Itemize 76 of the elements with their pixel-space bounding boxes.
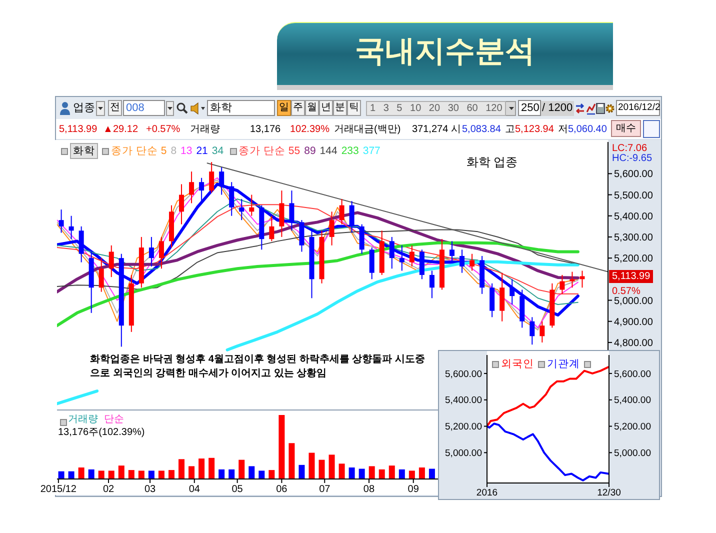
x-tick-label: 05	[232, 484, 244, 496]
text: 371,274	[412, 123, 448, 137]
annotation: 단순	[104, 414, 124, 426]
text: 250	[518, 100, 541, 116]
y-tick-label: 5,300.00	[614, 232, 654, 244]
text: 화학	[207, 100, 275, 116]
text: 종가 단순 5	[111, 144, 167, 158]
text: 주	[291, 100, 305, 116]
text: 외국인	[501, 357, 534, 371]
text: 5,113.99	[609, 270, 654, 283]
text: 21	[196, 145, 208, 157]
text: 전	[108, 100, 122, 116]
text: ▲	[103, 123, 113, 137]
text: 매수	[611, 120, 641, 137]
text: 102.39%	[290, 123, 330, 137]
y-tick-label: 5,000.00	[445, 448, 482, 460]
x-tick-label: 06	[276, 484, 288, 496]
text: LC:7.06	[612, 142, 648, 154]
text: 144	[320, 145, 338, 157]
legend-title: 화학	[70, 143, 98, 159]
text: 거래대금(백만)	[334, 123, 401, 137]
y-tick-label: 5,600.00	[614, 169, 654, 180]
text: 2016/12/2	[616, 100, 660, 116]
y-tick-label: 4,900.00	[614, 316, 654, 328]
text: / 1200	[541, 101, 574, 116]
text: 년	[319, 100, 333, 116]
text: 233	[341, 145, 359, 157]
text: HC:-9.65	[612, 152, 652, 166]
text: 8	[170, 145, 177, 157]
annotation: 13,176주(102.39%)	[58, 427, 145, 439]
text: 국내지수분석	[355, 34, 535, 70]
text: 0.57%	[612, 285, 640, 297]
x-tick-label: 2016	[476, 488, 498, 499]
y-tick-label: 5,200.00	[614, 254, 654, 265]
text: 화학 업종	[466, 154, 518, 171]
x-tick-label: 12/30	[597, 488, 621, 499]
y-tick-label: 5,200.00	[445, 422, 482, 433]
x-tick-label: 07	[319, 484, 331, 496]
text: +0.57%	[146, 123, 180, 137]
text: 29.12	[113, 123, 138, 137]
y-tick-label: 5,600.00	[445, 368, 482, 380]
x-tick-label: 02	[102, 484, 115, 496]
text: 업종	[73, 101, 95, 116]
text: 89	[304, 145, 316, 157]
text: 5,060.40	[568, 123, 607, 137]
y-tick-label: 4,800.00	[614, 338, 654, 350]
text: 고	[505, 123, 515, 137]
text: 13	[180, 145, 192, 157]
y-tick-label: 5,000.00	[614, 296, 654, 307]
text: 일	[277, 100, 291, 116]
x-tick-label: 03	[144, 484, 156, 496]
text: 시	[451, 123, 461, 137]
text: 저	[558, 123, 568, 137]
text: 거래량	[190, 123, 220, 137]
y-tick-label: 5,400.00	[445, 395, 482, 406]
text: 13,176	[250, 123, 281, 137]
text: 분	[333, 100, 347, 116]
text: 008	[123, 100, 165, 116]
text: 1 3 5 10 20 30 60 120	[366, 101, 506, 116]
x-tick-label: 09	[408, 484, 420, 496]
text: 월	[305, 100, 319, 116]
x-tick-label: 2015/12	[40, 484, 77, 496]
text: 5,113.99	[59, 123, 98, 137]
x-tick-label: 08	[363, 484, 375, 496]
x-tick-label: 04	[188, 484, 200, 496]
text: 5,083.84	[462, 123, 501, 137]
annotation: 거래량	[68, 414, 98, 426]
text: 종가 단순 55	[238, 144, 300, 158]
text: 틱	[347, 100, 361, 116]
text: 377	[362, 145, 380, 157]
annotation: 화학업종은 바닥권 형성후 4월고점이후 형성된 하락추세를 상향돌파 시도중 으로 외국인의 강력한 매수세가 이어지고 있는 상황임	[90, 353, 426, 381]
text: 34	[212, 145, 224, 157]
y-tick-label: 5,500.00	[614, 190, 654, 202]
text: 기관계	[547, 357, 580, 371]
y-tick-label: 5,400.00	[614, 211, 654, 222]
text: 5,123.94	[515, 123, 554, 137]
